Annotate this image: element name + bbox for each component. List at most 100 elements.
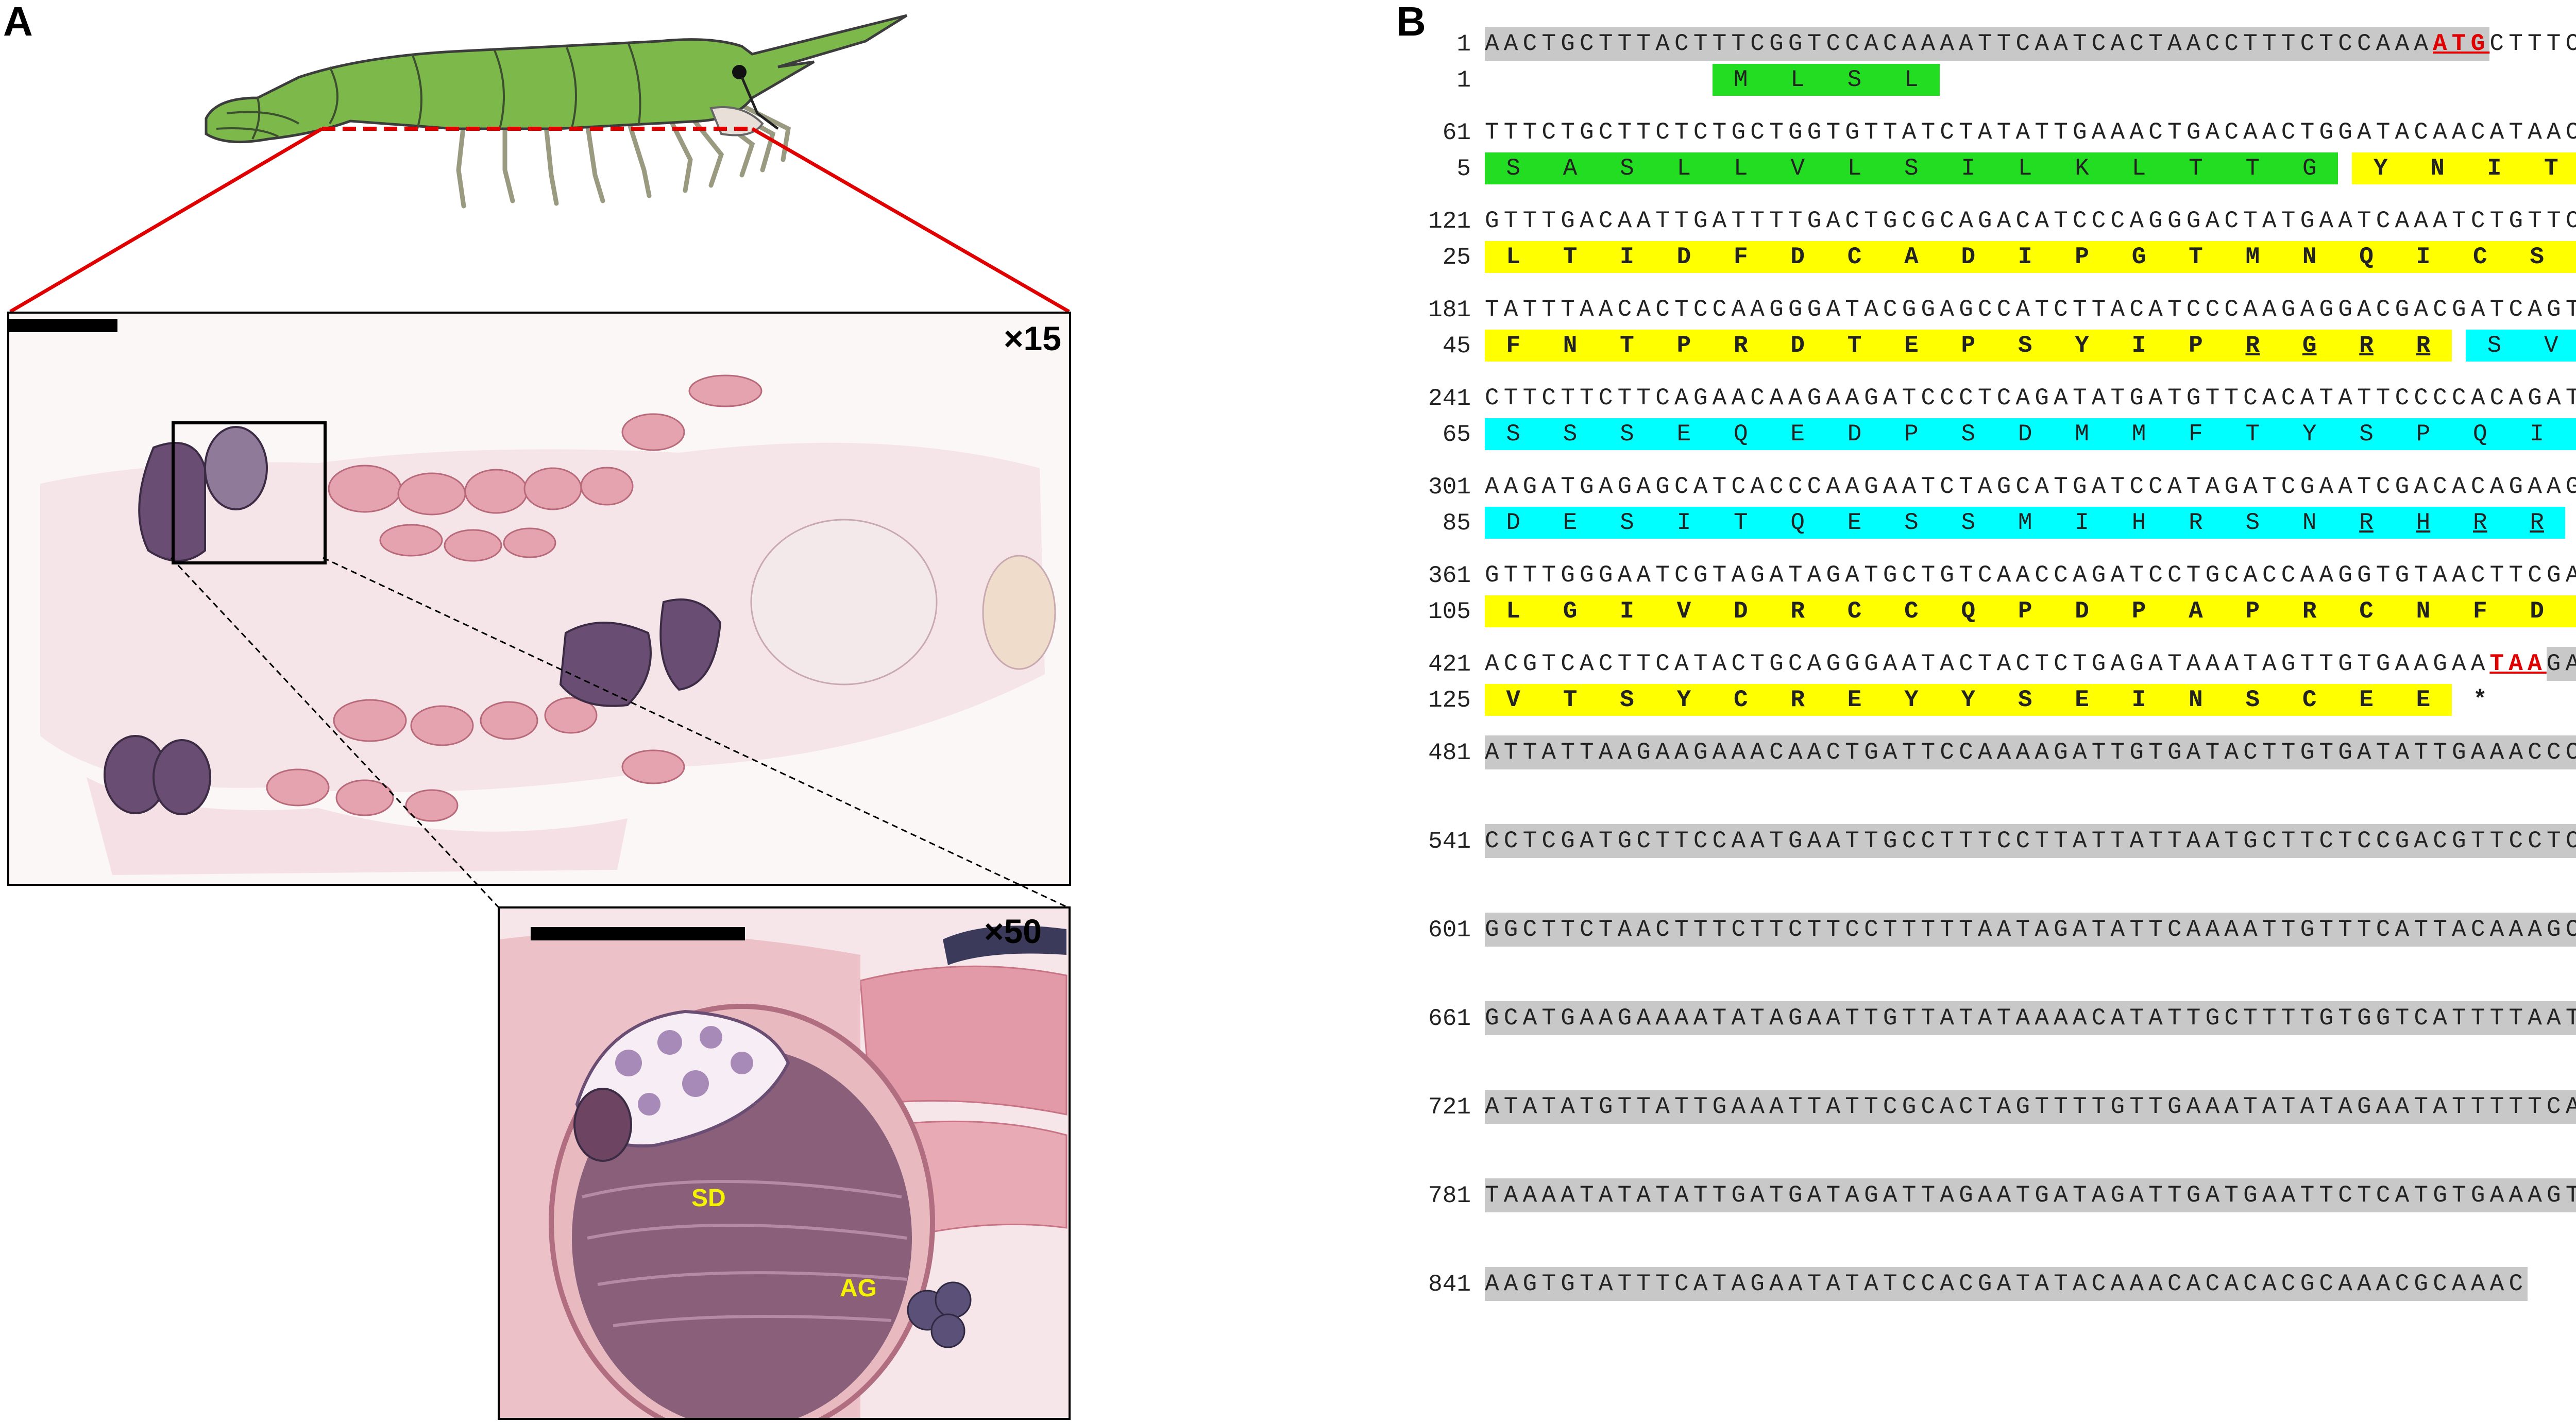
amino-acid: I: [2110, 330, 2167, 362]
amino-acid: R: [2337, 507, 2395, 539]
amino-acid: P: [2053, 241, 2111, 273]
amino-acid: G: [2281, 152, 2338, 184]
nucleotide-sequence: GTTTGGGAATCGTAGATAGATGCTGTCAACCAGATCCTGC…: [1485, 558, 2576, 592]
sequence-segment: TATTTAACACTCCAAGGGATACGGAGCCATCTTACATCCC…: [1485, 296, 2576, 323]
amino-acid-sequence: FNTPRDTEPSYIPRGRRSVT: [1485, 330, 2576, 362]
magnification-x15: ×15: [1004, 319, 1061, 357]
nucleotide-sequence: ATTATTAAGAAGAAACAACTGATTCCAAAAGATTGTGATA…: [1485, 735, 2576, 769]
amino-acid: S: [1485, 152, 1542, 184]
amino-acid: Q: [1940, 595, 1997, 627]
amino-acid: R: [2224, 330, 2281, 362]
amino-acid: R: [2509, 507, 2566, 539]
amino-acid-sequence: DESITQESSMIHRSNRHRRS: [1485, 507, 2576, 539]
amino-acid: C: [1883, 595, 1940, 627]
amino-acid: S: [1996, 330, 2054, 362]
amino-acid-sequence: LTIDFDCADIPGTMNQICSV: [1485, 241, 2576, 273]
amino-acid: I: [2466, 152, 2523, 184]
panel-b: B 1 AACTGCTTTACTTTCGGTCCACAAAATTCAATCACTA…: [1391, 0, 2576, 1423]
nt-start-number: 61: [1442, 119, 1471, 146]
nucleotide-sequence: ACGTCACTTCATACTGCAGGGAATACTACTCTGAGATAAA…: [1485, 647, 2576, 681]
nucleotide-sequence: AACTGCTTTACTTTCGGTCCACAAAATTCAATCACTAACC…: [1485, 27, 2576, 61]
amino-acid: S: [2509, 241, 2566, 273]
codon-highlight: TAA: [2489, 650, 2547, 677]
amino-acid: S: [1996, 684, 2054, 716]
amino-acid: S: [1541, 418, 1599, 450]
amino-acid: V: [1485, 684, 1542, 716]
zoom-box: [172, 421, 327, 564]
amino-acid: P: [1883, 418, 1940, 450]
nt-start-number: 841: [1428, 1271, 1471, 1298]
nucleotide-sequence: CTTCTTCTTCAGAACAAGAAGATCCCTCAGATATGATGTT…: [1485, 381, 2576, 415]
aa-start-number: 105: [1428, 598, 1471, 625]
amino-acid: S: [2224, 684, 2281, 716]
shrimp-illustration: [205, 14, 908, 209]
amino-acid: F: [2167, 418, 2225, 450]
nucleotide-sequence: GCATGAAGAAAATATAGAATTGTTATATAAAACATATTGC…: [1485, 1001, 2576, 1035]
amino-acid: R: [2281, 595, 2338, 627]
nt-start-number: 481: [1428, 740, 1471, 766]
nt-start-number: 301: [1428, 474, 1471, 501]
amino-acid: N: [2281, 241, 2338, 273]
codon-highlight: ATG: [2433, 27, 2490, 61]
amino-acid: S: [1883, 152, 1940, 184]
aa-start-number: 5: [1456, 156, 1471, 182]
amino-acid: N: [2281, 507, 2338, 539]
nt-start-number: 121: [1428, 208, 1471, 235]
amino-acid: M: [2224, 241, 2281, 273]
sequence-segment: ATTATTAAGAAGAAACAACTGATTCCAAAAGATTGTGATA…: [1485, 735, 2576, 769]
sequence-segment: CTTCTTCTTCAGAACAAGAAGATCCCTCAGATATGATGTT…: [1485, 385, 2576, 412]
amino-acid: S: [1598, 418, 1656, 450]
nucleotide-sequence: AAGATGAGAGCATCACCCAAGAATCTAGCATGATCCATAG…: [1485, 470, 2576, 504]
amino-acid: D: [2053, 595, 2111, 627]
amino-acid: L: [1826, 152, 1883, 184]
amino-acid: H: [2395, 507, 2452, 539]
amino-acid: L: [1485, 241, 1542, 273]
nucleotide-sequence: TATTTAACACTCCAAGGGATACGGAGCCATCTTACATCCC…: [1485, 293, 2576, 327]
aa-start-number: 125: [1428, 687, 1471, 714]
amino-acid: D: [1769, 330, 1826, 362]
sequence-segment: GGCTTCTAACTTTCTTCTTCCTTTTTAATAGATATTCAAA…: [1485, 913, 2576, 947]
amino-acid: F: [1485, 330, 1542, 362]
amino-acid: I: [2053, 507, 2111, 539]
amino-acid: Y: [1655, 684, 1713, 716]
amino-acid: R: [1769, 595, 1826, 627]
amino-acid: F: [1712, 241, 1769, 273]
amino-acid: S: [2224, 507, 2281, 539]
amino-acid: S: [1883, 507, 1940, 539]
amino-acid: M: [1996, 507, 2054, 539]
amino-acid: V: [2522, 330, 2576, 362]
amino-acid: D: [1940, 241, 1997, 273]
amino-acid: L: [1712, 152, 1769, 184]
amino-acid: N: [2395, 595, 2452, 627]
amino-acid: G: [1541, 595, 1599, 627]
amino-acid: S: [1598, 507, 1656, 539]
amino-acid: Y: [2281, 418, 2338, 450]
amino-acid: P: [2224, 595, 2281, 627]
amino-acid: S: [2466, 330, 2523, 362]
amino-acid: S: [1940, 418, 1997, 450]
panel-a-letter: A: [3, 0, 33, 44]
amino-acid: M: [2110, 418, 2167, 450]
amino-acid: Q: [1769, 507, 1826, 539]
amino-acid: S: [1485, 418, 1542, 450]
nucleotide-sequence: GGCTTCTAACTTTCTTCTTCCTTTTTAATAGATATTCAAA…: [1485, 913, 2576, 947]
amino-acid: R: [1712, 330, 1769, 362]
amino-acid: R: [2395, 330, 2452, 362]
sequence-segment: ACGTCACTTCATACTGCAGGGAATACTACTCTGAGATAAA…: [1485, 650, 2490, 677]
label-ag: AG: [840, 1275, 877, 1302]
amino-acid: L: [1883, 64, 1940, 96]
amino-acid: A: [1883, 241, 1940, 273]
nt-start-number: 721: [1428, 1094, 1471, 1121]
nt-start-number: 661: [1428, 1005, 1471, 1032]
sequence-segment: CTTTCCC: [2489, 30, 2576, 57]
sequence-segment: AACTGCTTTACTTTCGGTCCACAAAATTCAATCACTAACC…: [1485, 27, 2433, 61]
amino-acid: L: [2110, 152, 2167, 184]
amino-acid: D: [1655, 241, 1713, 273]
aa-start-number: 45: [1442, 333, 1471, 359]
amino-acid-sequence: SASLLVLSILKLTTGYNITC: [1485, 152, 2576, 184]
nt-start-number: 541: [1428, 828, 1471, 855]
sequence-segment: TAAAATATATATTGATGATAGATTAGAATGATAGATTGAT…: [1485, 1178, 2576, 1212]
amino-acid: H: [2110, 507, 2167, 539]
amino-acid: F: [2451, 595, 2509, 627]
sequence-segment: GCATGAAGAAAATATAGAATTGTTATATAAAACATATTGC…: [1485, 1001, 2576, 1035]
